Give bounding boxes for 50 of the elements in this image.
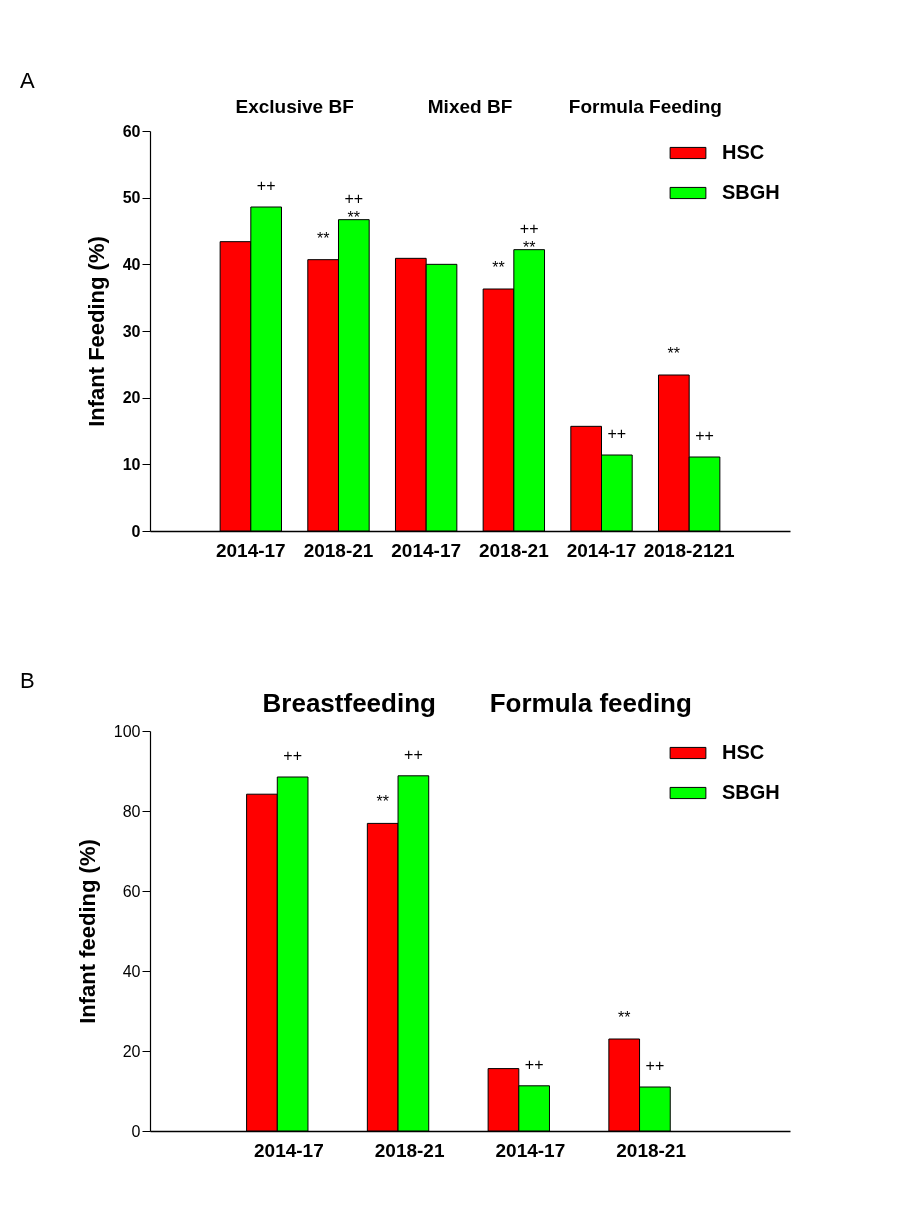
x-tick-label: 2014-17 [391, 539, 462, 561]
y-tick-label: 40 [122, 962, 141, 980]
legend-label: HSC [722, 141, 765, 163]
y-axis-title: Infant Feeding (%) [83, 236, 109, 427]
x-tick-label: 2014-17 [254, 1139, 324, 1161]
y-tick-label: 40 [122, 255, 141, 273]
y-tick-label: 100 [113, 722, 141, 740]
text: Formula feeding [489, 688, 692, 718]
x-tick-label: 2018-21 [616, 1139, 687, 1161]
legend-label: SBGH [722, 781, 780, 803]
x-tick-label: 2018-2121 [643, 539, 736, 561]
data-label: ** [316, 229, 330, 247]
y-tick-label: 50 [122, 189, 141, 207]
y-tick-label: 60 [122, 882, 141, 900]
data-label: ++ [283, 747, 302, 764]
y-tick-label: 60 [122, 122, 141, 140]
x-tick-label: 2018-21 [374, 1139, 445, 1161]
data-label: ** [376, 793, 389, 811]
y-tick-label: 30 [122, 322, 141, 340]
data-label: ++ [256, 177, 276, 194]
data-label: ++ [695, 427, 714, 444]
y-tick-label: 0 [131, 1122, 141, 1140]
y-tick-label: 80 [122, 802, 141, 820]
y-tick-label: 20 [122, 389, 141, 407]
x-tick-label: 2014-17 [215, 539, 286, 561]
legend-label: HSC [722, 741, 765, 763]
data-label: ** [617, 1009, 631, 1026]
data-label: ++ ** [344, 189, 364, 226]
data-label: ** [667, 345, 681, 362]
data-label: ** [492, 259, 505, 276]
x-tick-label: 2018-21 [478, 539, 550, 561]
data-label: ++ [404, 745, 423, 763]
text: Exclusive BF [235, 96, 354, 117]
data-label: ++ [645, 1057, 665, 1074]
data-label: ++ [524, 1055, 544, 1073]
x-tick-label: 2014-17 [495, 1139, 566, 1161]
y-tick-label: 10 [122, 455, 141, 473]
y-axis-title: Infant feeding (%) [74, 839, 100, 1024]
text: A [20, 68, 35, 93]
text: Breastfeeding [262, 688, 436, 718]
text: B [20, 668, 35, 693]
x-tick-label: 2014-17 [566, 539, 637, 561]
data-label: ++ [607, 425, 627, 442]
text: Mixed BF [427, 96, 513, 117]
data-label: ++ ** [519, 219, 539, 256]
y-tick-label: 20 [122, 1042, 141, 1060]
y-tick-label: 0 [131, 522, 141, 540]
x-tick-label: 2018-21 [303, 539, 374, 561]
text: Formula Feeding [568, 96, 722, 117]
legend-label: SBGH [722, 181, 780, 203]
